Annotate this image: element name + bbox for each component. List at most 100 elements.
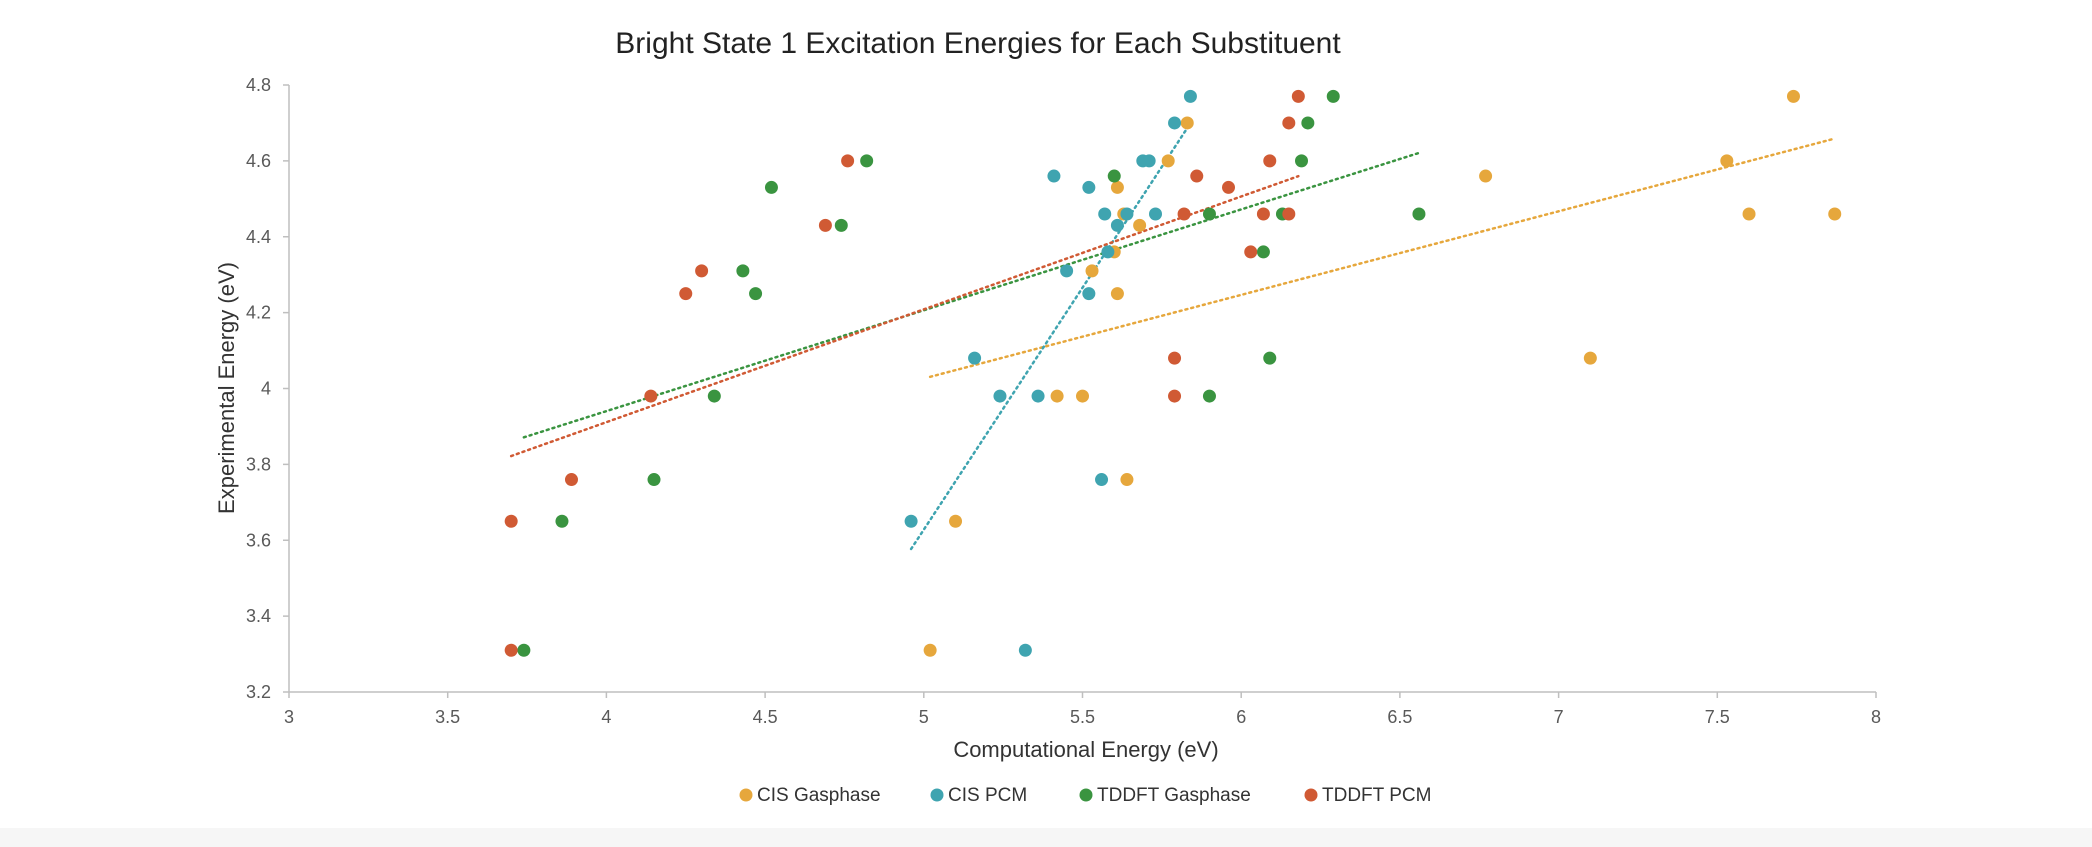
point-cis-pcm	[1183, 89, 1197, 103]
x-tick-label: 5	[919, 707, 929, 727]
point-tddft-pcm	[1222, 180, 1236, 194]
point-tddft-gasphase	[1107, 169, 1121, 183]
point-tddft-gasphase	[1326, 89, 1340, 103]
chart-title: Bright State 1 Excitation Energies for E…	[615, 27, 1341, 60]
point-cis-pcm	[1098, 207, 1112, 221]
x-tick-label: 6.5	[1387, 707, 1412, 727]
point-tddft-pcm	[695, 264, 709, 278]
point-tddft-gasphase	[1412, 207, 1426, 221]
point-cis-gasphase	[1110, 180, 1124, 194]
point-cis-gasphase	[1133, 218, 1147, 232]
point-cis-gasphase	[1742, 207, 1756, 221]
y-tick-label: 3.4	[246, 606, 271, 626]
point-tddft-pcm	[1263, 154, 1277, 168]
y-tick-label: 4	[261, 379, 271, 399]
x-tick-label: 7	[1554, 707, 1564, 727]
point-cis-gasphase	[1828, 207, 1842, 221]
point-cis-pcm	[1142, 154, 1156, 168]
point-cis-pcm	[904, 514, 918, 528]
point-tddft-pcm	[818, 218, 832, 232]
axes: 3 3.5 4 4.5 5 5.5 6 6.5 7 7.5 8 3.2 3.4 3.6 3.8 4 4.2 4.4…	[246, 75, 1881, 727]
point-cis-gasphase	[1110, 287, 1124, 301]
bottom-divider	[0, 828, 2092, 847]
point-tddft-pcm	[504, 514, 518, 528]
point-tddft-pcm	[1168, 351, 1182, 365]
point-tddft-pcm	[644, 389, 658, 403]
point-cis-gasphase	[1050, 389, 1064, 403]
x-tick-label: 8	[1871, 707, 1881, 727]
point-cis-gasphase	[923, 643, 937, 657]
point-tddft-gasphase	[736, 264, 750, 278]
point-tddft-pcm	[1256, 207, 1270, 221]
point-tddft-gasphase	[1202, 389, 1216, 403]
trendline-cis-pcm	[909, 122, 1192, 551]
point-cis-pcm	[1095, 473, 1109, 487]
x-tick-label: 6	[1236, 707, 1246, 727]
point-tddft-gasphase	[834, 218, 848, 232]
point-tddft-pcm	[1190, 169, 1204, 183]
point-tddft-gasphase	[517, 643, 531, 657]
legend-label-tddft-gasphase: TDDFT Gasphase	[1097, 785, 1251, 806]
x-tick-label: 3	[284, 707, 294, 727]
trendline-cis-gasphase	[928, 137, 1836, 379]
x-tick-label: 5.5	[1070, 707, 1095, 727]
x-tick-label: 4.5	[753, 707, 778, 727]
legend-marker-tddft-pcm	[1304, 788, 1318, 802]
x-axis-label: Computational Energy (eV)	[953, 737, 1218, 762]
point-tddft-gasphase	[1202, 207, 1216, 221]
point-cis-gasphase	[1085, 264, 1099, 278]
point-tddft-pcm	[1244, 245, 1258, 259]
y-tick-label: 4.2	[246, 303, 271, 323]
y-tick-label: 4.8	[246, 75, 271, 95]
x-tick-label: 4	[601, 707, 611, 727]
point-tddft-gasphase	[647, 473, 661, 487]
point-tddft-pcm	[1282, 207, 1296, 221]
point-tddft-gasphase	[1256, 245, 1270, 259]
point-tddft-gasphase	[707, 389, 721, 403]
y-tick-label: 4.6	[246, 151, 271, 171]
point-tddft-gasphase	[764, 180, 778, 194]
y-tick-label: 3.6	[246, 530, 271, 550]
legend-marker-tddft-gasphase	[1079, 788, 1093, 802]
legend: CIS Gasphase CIS PCM TDDFT Gasphase TDDFT P…	[739, 785, 1431, 806]
point-cis-pcm	[1168, 116, 1182, 130]
legend-marker-cis-gasphase	[739, 788, 753, 802]
point-cis-pcm	[1018, 643, 1032, 657]
point-cis-pcm	[968, 351, 982, 365]
point-cis-gasphase	[949, 514, 963, 528]
point-cis-gasphase	[1076, 389, 1089, 403]
point-tddft-gasphase	[1295, 154, 1309, 168]
point-cis-gasphase	[1479, 169, 1493, 183]
point-cis-pcm	[1060, 264, 1074, 278]
point-cis-pcm	[1149, 207, 1163, 221]
point-tddft-pcm	[1291, 89, 1305, 103]
point-cis-pcm	[1101, 245, 1115, 259]
legend-marker-cis-pcm	[930, 788, 944, 802]
trendlines	[509, 122, 1836, 551]
point-cis-gasphase	[1120, 473, 1134, 487]
point-cis-pcm	[1110, 218, 1124, 232]
point-cis-pcm	[1082, 287, 1096, 301]
point-tddft-pcm	[1168, 389, 1182, 403]
point-tddft-gasphase	[1301, 116, 1315, 130]
y-tick-label: 3.2	[246, 682, 271, 702]
trendline-tddft-pcm	[509, 174, 1300, 458]
point-tddft-gasphase	[749, 287, 763, 301]
point-cis-gasphase	[1161, 154, 1175, 168]
point-tddft-pcm	[564, 473, 578, 487]
legend-label-cis-pcm: CIS PCM	[948, 785, 1027, 806]
point-cis-pcm	[1047, 169, 1061, 183]
y-tick-label: 4.4	[246, 227, 271, 247]
point-tddft-pcm	[841, 154, 855, 168]
point-tddft-pcm	[1282, 116, 1296, 130]
point-tddft-pcm	[504, 643, 518, 657]
point-tddft-gasphase	[555, 514, 569, 528]
legend-label-cis-gasphase: CIS Gasphase	[757, 785, 881, 806]
x-tick-label: 3.5	[435, 707, 460, 727]
point-cis-pcm	[1031, 389, 1045, 403]
point-cis-gasphase	[1786, 89, 1800, 103]
point-tddft-pcm	[1177, 207, 1191, 221]
y-axis-label: Experimental Energy (eV)	[214, 262, 239, 514]
